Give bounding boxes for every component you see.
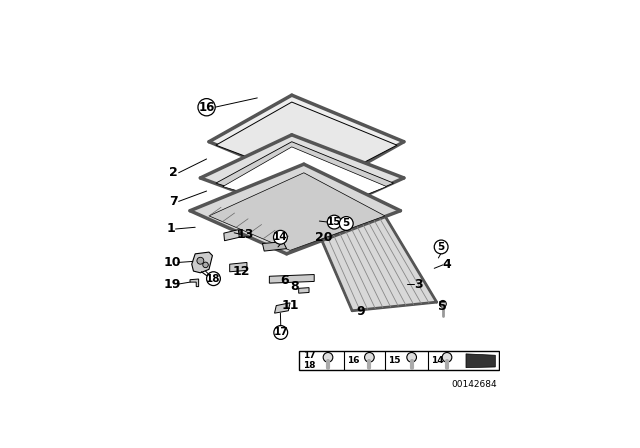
Text: 7: 7 (169, 195, 178, 208)
Circle shape (327, 215, 341, 229)
Polygon shape (223, 147, 387, 214)
Text: 17: 17 (273, 327, 288, 337)
Polygon shape (216, 102, 397, 185)
Circle shape (274, 326, 287, 340)
Circle shape (407, 353, 417, 362)
Polygon shape (275, 303, 290, 313)
Circle shape (442, 353, 452, 362)
Text: 1: 1 (166, 223, 175, 236)
Text: 5: 5 (438, 300, 447, 313)
Text: 20: 20 (315, 231, 333, 244)
Polygon shape (192, 252, 212, 273)
Polygon shape (209, 173, 385, 250)
Text: 8: 8 (290, 280, 298, 293)
Polygon shape (216, 142, 394, 216)
Circle shape (273, 230, 287, 244)
Circle shape (440, 301, 446, 307)
Text: 12: 12 (233, 265, 250, 278)
Circle shape (365, 353, 374, 362)
Polygon shape (190, 279, 198, 287)
Polygon shape (224, 230, 239, 241)
Polygon shape (209, 95, 404, 188)
Polygon shape (190, 164, 401, 254)
Polygon shape (309, 211, 436, 311)
Circle shape (435, 240, 448, 254)
Text: 00142684: 00142684 (451, 380, 497, 389)
Text: 18: 18 (303, 361, 316, 370)
Text: 15: 15 (388, 356, 401, 365)
Circle shape (339, 216, 353, 230)
Polygon shape (230, 263, 247, 272)
Text: 17: 17 (303, 351, 316, 361)
Text: 5: 5 (342, 219, 350, 228)
Circle shape (323, 353, 333, 362)
Polygon shape (262, 242, 287, 251)
Circle shape (203, 262, 208, 267)
Circle shape (197, 257, 204, 264)
Circle shape (207, 272, 220, 285)
Text: 16: 16 (198, 101, 215, 114)
Polygon shape (466, 354, 495, 368)
Text: 9: 9 (356, 305, 365, 318)
Polygon shape (200, 135, 404, 220)
Text: 10: 10 (163, 256, 181, 269)
Text: 11: 11 (282, 299, 299, 312)
Text: 15: 15 (327, 217, 342, 227)
Text: 18: 18 (206, 274, 221, 284)
Text: 13: 13 (237, 228, 254, 241)
Polygon shape (269, 275, 314, 283)
Text: 14: 14 (431, 356, 444, 365)
Text: 5: 5 (438, 242, 445, 252)
Text: 19: 19 (163, 278, 180, 291)
Text: 16: 16 (347, 356, 360, 365)
Polygon shape (299, 351, 499, 370)
Polygon shape (299, 288, 309, 293)
Circle shape (198, 99, 215, 116)
Text: 3: 3 (414, 278, 422, 291)
Text: 6: 6 (280, 274, 289, 287)
Text: 2: 2 (169, 166, 178, 179)
Text: 14: 14 (273, 232, 288, 242)
Text: 4: 4 (443, 258, 451, 271)
